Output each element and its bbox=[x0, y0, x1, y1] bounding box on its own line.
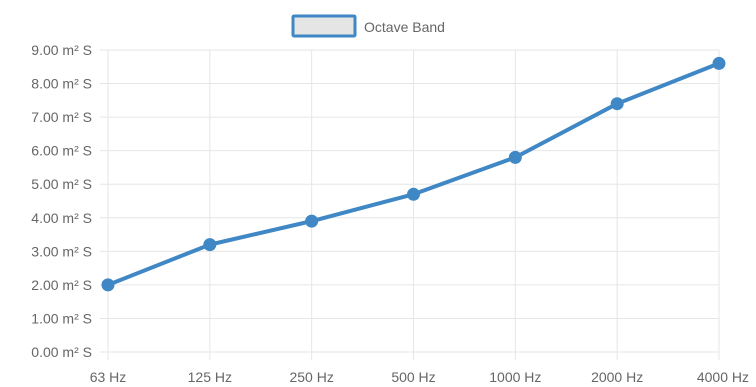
x-tick-label: 500 Hz bbox=[391, 369, 435, 385]
y-tick-label: 7.00 m² S bbox=[31, 109, 92, 125]
grid bbox=[100, 49, 720, 360]
y-tick-label: 8.00 m² S bbox=[31, 76, 92, 92]
data-point[interactable] bbox=[101, 278, 115, 292]
series-octave-band bbox=[101, 56, 726, 292]
y-tick-label: 6.00 m² S bbox=[31, 143, 92, 159]
legend-swatch bbox=[291, 14, 357, 38]
y-tick-label: 4.00 m² S bbox=[31, 210, 92, 226]
y-tick-label: 9.00 m² S bbox=[31, 42, 92, 58]
x-tick-label: 250 Hz bbox=[289, 369, 333, 385]
x-tick-label: 1000 Hz bbox=[489, 369, 541, 385]
y-tick-label: 3.00 m² S bbox=[31, 243, 92, 259]
x-tick-label: 63 Hz bbox=[90, 369, 127, 385]
y-axis-ticks: 0.00 m² S 1.00 m² S 2.00 m² S 3.00 m² S 4.00… bbox=[31, 42, 92, 360]
x-axis-ticks: 63 Hz 125 Hz 250 Hz 500 Hz 1000 Hz 2000 Hz 400… bbox=[90, 369, 749, 385]
data-point[interactable] bbox=[203, 238, 217, 252]
y-tick-label: 5.00 m² S bbox=[31, 176, 92, 192]
data-point[interactable] bbox=[508, 150, 522, 164]
legend[interactable]: Octave Band bbox=[291, 14, 445, 38]
data-point[interactable] bbox=[407, 187, 420, 201]
data-point[interactable] bbox=[610, 97, 624, 111]
legend-label: Octave Band bbox=[364, 19, 445, 35]
y-tick-label: 1.00 m² S bbox=[31, 310, 92, 326]
data-point[interactable] bbox=[712, 56, 726, 70]
x-tick-label: 4000 Hz bbox=[697, 369, 749, 385]
y-tick-label: 0.00 m² S bbox=[31, 344, 92, 360]
x-tick-label: 2000 Hz bbox=[591, 369, 643, 385]
data-point[interactable] bbox=[305, 214, 319, 228]
x-tick-label: 125 Hz bbox=[188, 369, 232, 385]
y-tick-label: 2.00 m² S bbox=[31, 277, 92, 293]
